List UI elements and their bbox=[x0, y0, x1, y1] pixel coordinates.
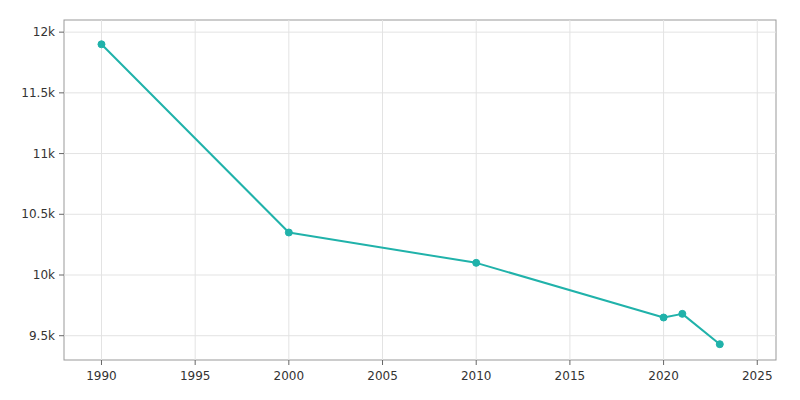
marker bbox=[285, 229, 292, 236]
grid-line-x bbox=[101, 20, 102, 360]
y-tick-label: 10.5k bbox=[21, 207, 55, 221]
y-tick bbox=[59, 153, 64, 154]
y-tick bbox=[59, 92, 64, 93]
axes: 1990 1995 2000 2005 2010 2015 2020 2025 9.5k 10k 1… bbox=[21, 25, 772, 383]
x-tick bbox=[569, 360, 570, 365]
plot-frame bbox=[64, 20, 776, 360]
chart: 1990 1995 2000 2005 2010 2015 2020 2025 9.5k 10k 1… bbox=[0, 0, 800, 400]
x-tick-label: 2005 bbox=[367, 369, 398, 383]
grid-line-y bbox=[64, 32, 776, 33]
x-tick-label: 1995 bbox=[180, 369, 211, 383]
x-tick-label: 2025 bbox=[742, 369, 773, 383]
y-tick-label: 9.5k bbox=[29, 329, 55, 343]
grid-line-x bbox=[476, 20, 477, 360]
marker bbox=[473, 259, 480, 266]
y-tick bbox=[59, 214, 64, 215]
grid-line-x bbox=[663, 20, 664, 360]
x-tick bbox=[476, 360, 477, 365]
x-tick bbox=[663, 360, 664, 365]
x-tick-label: 2010 bbox=[461, 369, 492, 383]
grid-line-x bbox=[757, 20, 758, 360]
grid-line-x bbox=[288, 20, 289, 360]
x-tick bbox=[382, 360, 383, 365]
x-tick bbox=[288, 360, 289, 365]
grid-line-x bbox=[382, 20, 383, 360]
y-tick bbox=[59, 32, 64, 33]
grid-line-x bbox=[569, 20, 570, 360]
grid-line-y bbox=[64, 153, 776, 154]
y-tick-label: 11k bbox=[33, 147, 55, 161]
marker bbox=[98, 41, 105, 48]
line bbox=[101, 44, 719, 344]
series bbox=[98, 41, 723, 348]
x-tick-label: 2015 bbox=[555, 369, 586, 383]
y-tick bbox=[59, 335, 64, 336]
x-tick bbox=[101, 360, 102, 365]
grid-line-y bbox=[64, 275, 776, 276]
y-tick bbox=[59, 275, 64, 276]
y-tick-label: 11.5k bbox=[21, 86, 55, 100]
x-tick-label: 2000 bbox=[274, 369, 305, 383]
marker bbox=[679, 310, 686, 317]
y-tick-label: 12k bbox=[33, 25, 55, 39]
grid-line-x bbox=[195, 20, 196, 360]
y-tick-label: 10k bbox=[33, 268, 55, 282]
grid bbox=[64, 20, 776, 360]
x-tick bbox=[757, 360, 758, 365]
grid-line-y bbox=[64, 335, 776, 336]
marker bbox=[660, 314, 667, 321]
grid-line-y bbox=[64, 214, 776, 215]
x-tick-label: 1990 bbox=[86, 369, 117, 383]
marker bbox=[716, 341, 723, 348]
x-tick-label: 2020 bbox=[648, 369, 679, 383]
chart-container: 1990 1995 2000 2005 2010 2015 2020 2025 9.5k 10k 1… bbox=[0, 0, 800, 400]
grid-line-y bbox=[64, 92, 776, 93]
x-tick bbox=[195, 360, 196, 365]
